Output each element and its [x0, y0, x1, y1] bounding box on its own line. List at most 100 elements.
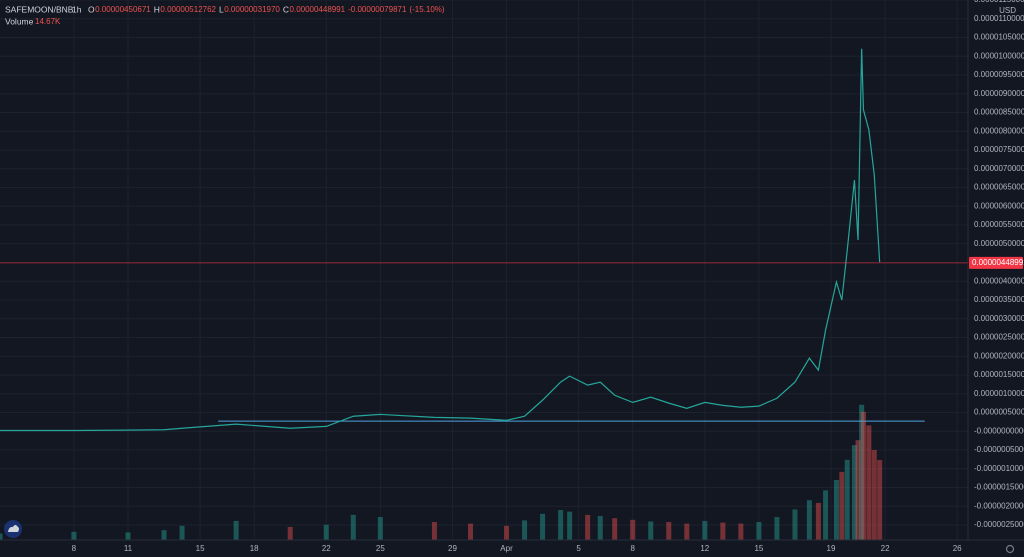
volume-bar [558, 510, 564, 540]
ohlc-label: O [88, 4, 95, 14]
ohlc-value: 0.00000512762 [160, 5, 216, 14]
volume-bar [540, 513, 546, 540]
ohlc-value: 0.00000450671 [95, 5, 151, 14]
volume-bar [287, 526, 293, 540]
ohlc-value: 0.00000448991 [290, 5, 346, 14]
volume-bar [859, 404, 865, 540]
ohlc-label: H [154, 4, 160, 14]
volume-bar [666, 522, 672, 540]
y-tick-label: -0.00000000000 [974, 426, 1024, 435]
volume-bar [350, 514, 356, 540]
x-tick-label: 22 [322, 544, 331, 553]
x-tick-label: 11 [124, 544, 133, 553]
volume-bar [738, 523, 744, 540]
ohlc-value: 0.00000031970 [224, 5, 280, 14]
change-percent: (-15.10%) [409, 5, 444, 14]
price-pane [0, 48, 968, 432]
volume-bar [125, 532, 131, 540]
last-price-label: 0.00000448991 [972, 258, 1024, 267]
volume-bar [756, 522, 762, 540]
volume-bar [720, 522, 726, 540]
volume-bar [567, 511, 573, 540]
y-tick-label: 0.00001150000 [974, 0, 1024, 4]
volume-bar [877, 459, 883, 540]
volume-pane [0, 404, 883, 540]
x-tick-label: 12 [700, 544, 709, 553]
volume-bar [233, 520, 239, 540]
volume-bar [630, 519, 636, 540]
logo-cloud[interactable] [8, 525, 19, 532]
y-tick-label: 0.00001100000 [974, 14, 1024, 23]
volume-bar [612, 518, 618, 540]
volume-bar [585, 514, 591, 540]
volume-bar [467, 523, 473, 540]
x-tick-label: 5 [576, 544, 581, 553]
ohlc-label: L [219, 4, 224, 14]
x-tick-label: 19 [827, 544, 836, 553]
volume-bar [844, 459, 850, 540]
header: SAFEMOON/BNB 1h Volume 14.67K [5, 4, 82, 26]
x-tick-label: 18 [250, 544, 259, 553]
volume-bar [71, 531, 77, 540]
price-line [0, 48, 881, 432]
volume-label: Volume [5, 16, 34, 26]
volume-bar [0, 533, 3, 540]
volume-bar [522, 520, 528, 540]
volume-bar [323, 524, 329, 540]
volume-bar [815, 502, 821, 540]
grid [0, 0, 968, 540]
volume-bar [823, 490, 829, 540]
x-tick-label: 29 [448, 544, 457, 553]
x-tick-label: Apr [500, 544, 513, 553]
volume-bar [833, 480, 839, 540]
x-tick-label: 15 [196, 544, 205, 553]
volume-bar [871, 450, 877, 540]
volume-bar [377, 517, 383, 540]
currency: USD [999, 6, 1016, 15]
volume-bar [774, 517, 780, 540]
x-tick-label: 25 [376, 544, 385, 553]
last-price-box [969, 256, 1023, 269]
volume-bar [431, 522, 437, 540]
logo[interactable] [4, 520, 22, 538]
x-tick-label: 15 [754, 544, 763, 553]
volume-bar [179, 525, 185, 540]
x-tick-label: 22 [881, 544, 890, 553]
settings-icon[interactable] [1005, 544, 1015, 554]
volume-bar [504, 525, 510, 540]
x-tick-label: 8 [630, 544, 635, 553]
ohlc-label: C [283, 4, 289, 14]
volume-bar [648, 521, 654, 540]
volume-bar [684, 523, 690, 540]
y-tick-label: 0.00000050000 [974, 408, 1024, 417]
volume-bar [792, 509, 798, 540]
volume-bar [806, 500, 812, 540]
volume-bar [597, 516, 603, 540]
x-tick-label: 8 [72, 544, 77, 553]
interval: 1h [72, 4, 82, 14]
